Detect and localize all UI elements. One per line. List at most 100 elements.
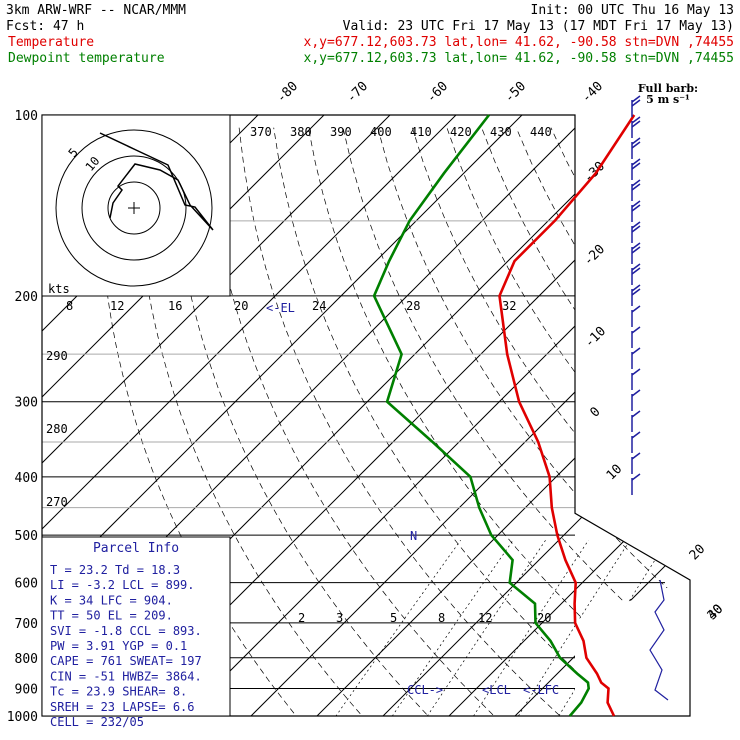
- wind-barb-lower: [649, 579, 669, 701]
- dry-adiabat-line: [377, 127, 690, 716]
- ccl-marker: CCL->: [407, 683, 443, 697]
- isotherm-line: [42, 115, 550, 716]
- parcel-info-row: LI = -3.2 LCL = 899.: [50, 578, 195, 592]
- theta-e-label: 280: [46, 422, 68, 436]
- mixing-ratio-label: 12: [478, 611, 492, 625]
- wind-barb-flag: [631, 368, 641, 376]
- wind-barb-flag: [631, 158, 641, 166]
- dewpoint-line: [372, 114, 591, 717]
- parcel-info-row: PW = 3.91 YGP = 0.1: [50, 639, 187, 653]
- dry-adiabat-line: [342, 127, 690, 716]
- wind-barb-flag: [631, 246, 641, 254]
- isotherm-line: [42, 115, 484, 716]
- isotherm-line: [633, 115, 690, 716]
- dry-adiabat-label: 380: [290, 125, 312, 139]
- dry-adiabat-line: [446, 127, 690, 716]
- pressure-tick-label: 900: [15, 682, 38, 697]
- parcel-info-row: CIN = -51 HWBZ= 3864.: [50, 669, 202, 683]
- dry-adiabat-label: 400: [370, 125, 392, 139]
- temperature-line: [498, 114, 636, 717]
- init-time: Init: 00 UTC Thu 16 May 13: [531, 3, 735, 18]
- parcel-info-row: CAPE = 761 SWEAT= 197: [50, 654, 202, 668]
- mixing-ratio-label: 12: [110, 299, 124, 313]
- wind-barb-flag: [631, 200, 641, 208]
- wind-barb-flag: [631, 431, 641, 439]
- dry-adiabat-label: 390: [330, 125, 352, 139]
- wind-barb-flag: [631, 137, 641, 145]
- parcel-info-row: CELL = 232/05: [50, 715, 144, 729]
- wind-barb-flag: [631, 221, 641, 229]
- wind-barb-flag: [631, 95, 641, 103]
- dry-adiabat-line: [134, 127, 374, 716]
- wind-barb-flag: [631, 267, 641, 275]
- forecast-hour: Fcst: 47 h: [6, 19, 84, 34]
- legend-dewpoint: Dewpoint temperature: [8, 51, 165, 66]
- wind-barb-flag: [631, 263, 641, 271]
- wind-barb-flag: [631, 452, 641, 460]
- dry-adiabat-line: [411, 127, 690, 716]
- pressure-tick-label: 400: [15, 471, 38, 486]
- hodograph-frame: [41, 114, 231, 297]
- dry-adiabat-line: [654, 127, 690, 716]
- isotherm-label: 10: [604, 462, 626, 484]
- parcel-info-title: Parcel Info: [93, 541, 179, 556]
- isotherm-line: [42, 115, 418, 716]
- pressure-tick-label: 600: [15, 577, 38, 592]
- mixing-ratio-label: 3: [336, 611, 343, 625]
- wind-barb-flag: [631, 141, 641, 149]
- pressure-tick-label: 700: [15, 617, 38, 632]
- hodograph-trace: [99, 132, 214, 231]
- theta-e-label: 290: [46, 349, 68, 363]
- wind-barb-flag: [631, 389, 641, 397]
- wind-barb-flag: [631, 284, 641, 292]
- wind-barb-flag: [631, 326, 641, 334]
- wind-barb-flag: [631, 99, 641, 107]
- mixing-ratio-label: 5: [390, 611, 397, 625]
- wind-barb-flag: [631, 225, 641, 233]
- isotherm-label: -50: [502, 79, 529, 106]
- wind-barb-flag: [631, 183, 641, 191]
- dry-adiabat-line: [308, 127, 690, 716]
- hodograph-units: kts: [48, 282, 70, 296]
- isotherm-label: -10: [582, 324, 609, 351]
- isotherm-line: [171, 115, 690, 716]
- dry-adiabat-line: [585, 127, 690, 716]
- n-marker: N: [410, 529, 417, 543]
- isotherm-line: [501, 115, 690, 716]
- dry-adiabat-line: [238, 127, 575, 716]
- location-dewpoint: x,y=677.12,603.73 lat,lon= 41.62, -90.58…: [304, 51, 734, 66]
- location-temperature: x,y=677.12,603.73 lat,lon= 41.62, -90.58…: [304, 35, 734, 50]
- dry-adiabat-label: 370: [250, 125, 272, 139]
- chart-labels: 3km ARW-WRF -- NCAR/MMM Init: 00 UTC Thu…: [6, 3, 734, 697]
- mixing-ratio-label: 8: [66, 299, 73, 313]
- parcel-info-row: T = 23.2 Td = 18.3: [50, 563, 180, 577]
- dry-adiabat-label: 410: [410, 125, 432, 139]
- pressure-tick-label: 500: [15, 529, 38, 544]
- pressure-tick-label: 200: [15, 290, 38, 305]
- hodograph-ring: [107, 181, 161, 235]
- mixing-ratio-label: 20: [234, 299, 248, 313]
- wind-barb-flag: [631, 410, 641, 418]
- lcl-marker: <LCL: [482, 683, 511, 697]
- mixing-ratio-line: [383, 540, 514, 716]
- parcel-info-row: TT = 50 EL = 209.: [50, 609, 173, 623]
- isotherm-label: 0: [587, 404, 603, 420]
- pressure-tick-label: 1000: [7, 710, 38, 725]
- parcel-info-row: K = 34 LFC = 904.: [50, 593, 173, 607]
- wind-barb-flag: [631, 473, 641, 481]
- isotherm-label: -70: [344, 79, 371, 106]
- dry-adiabat-line: [481, 127, 690, 716]
- parcel-info-row: SVI = -1.8 CCL = 893.: [50, 624, 202, 638]
- isotherm-label: -40: [579, 79, 606, 106]
- barb-legend-title: Full barb:: [638, 82, 698, 95]
- hodograph: [41, 114, 231, 297]
- mixing-ratio-label: 16: [168, 299, 182, 313]
- el-marker: <-EL: [266, 301, 295, 315]
- isotherm-label: 20: [687, 542, 709, 564]
- isotherm-line: [435, 115, 690, 716]
- mixing-ratio-line: [326, 539, 461, 716]
- parcel-info-box: Parcel Info T = 23.2 Td = 18.3LI = -3.2 L…: [41, 536, 231, 729]
- dry-adiabat-line: [689, 127, 690, 716]
